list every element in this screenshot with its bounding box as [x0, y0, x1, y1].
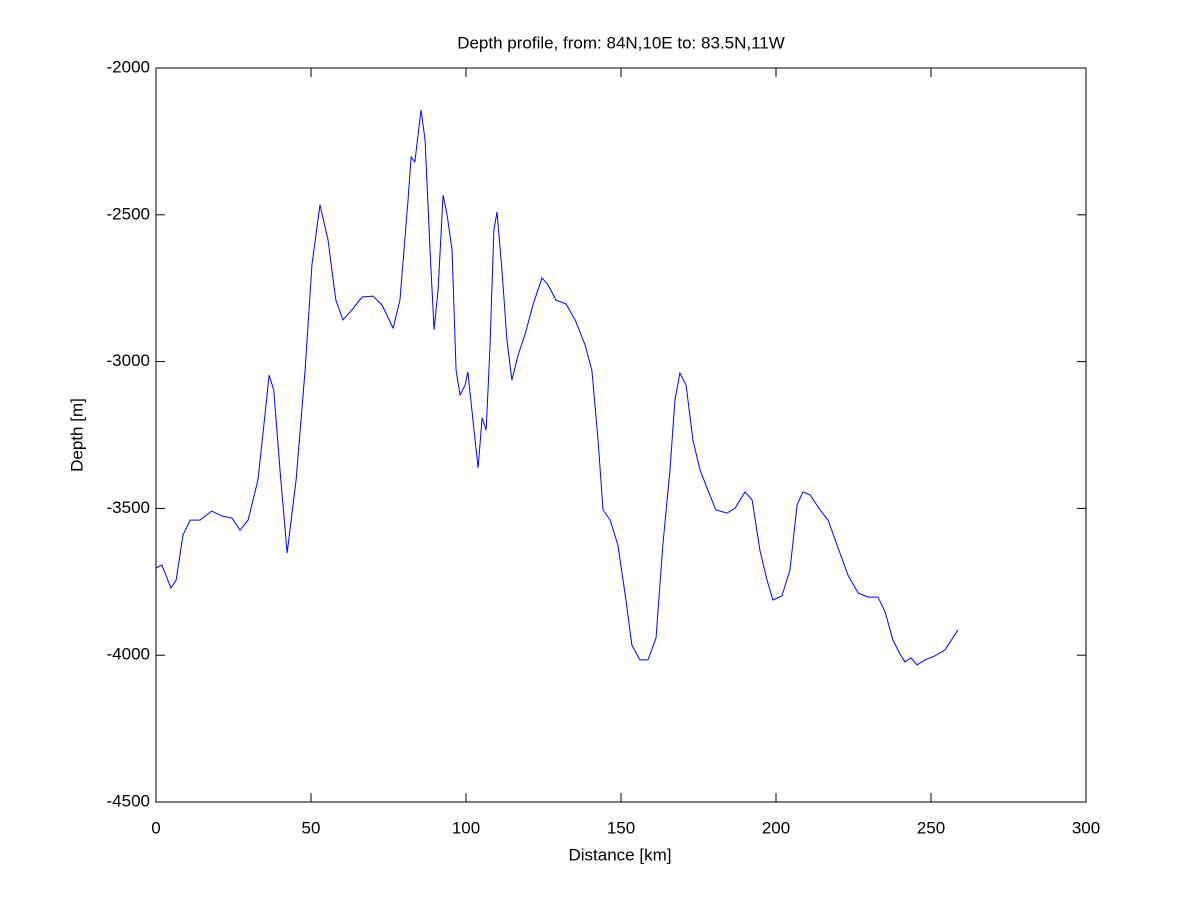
- y-axis-label: Depth [m]: [67, 398, 86, 472]
- y-tick-label: -3500: [107, 498, 150, 517]
- x-tick-label: 300: [1072, 818, 1100, 837]
- y-tick-label: -3000: [107, 351, 150, 370]
- x-tick-label: 100: [452, 818, 480, 837]
- y-tick-label: -2500: [107, 204, 150, 223]
- x-tick-label: 150: [607, 818, 635, 837]
- x-axis-label: Distance [km]: [569, 845, 672, 864]
- data-line: [155, 109, 959, 666]
- y-tick-label: -2000: [107, 57, 150, 76]
- x-tick-label: 250: [917, 818, 945, 837]
- y-tick-label: -4000: [107, 645, 150, 664]
- x-tick-label: 50: [302, 818, 321, 837]
- x-tick-label: 200: [762, 818, 790, 837]
- chart-title: Depth profile, from: 84N,10E to: 83.5N,1…: [457, 33, 785, 52]
- x-tick-label: 0: [151, 818, 160, 837]
- y-tick-label: -4500: [107, 791, 150, 810]
